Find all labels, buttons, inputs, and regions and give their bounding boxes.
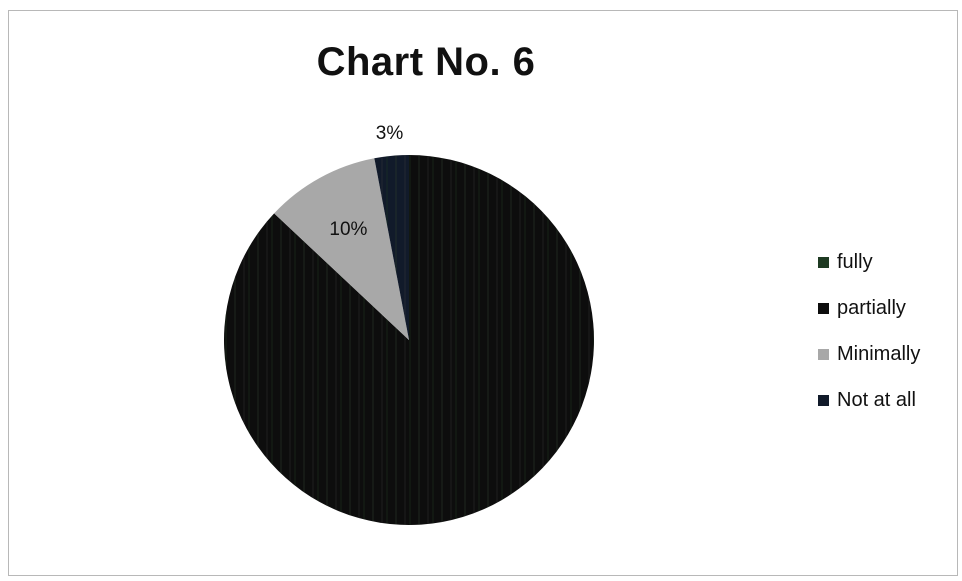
legend-swatch [818, 256, 829, 268]
legend-label: fully [837, 250, 873, 273]
legend-swatch [818, 348, 829, 360]
legend-item-partially: partially [818, 296, 920, 320]
legend: fully partially Minimally Not at all [818, 250, 920, 434]
legend-swatch [818, 302, 829, 314]
data-label-minimally: 10% [329, 219, 367, 240]
legend-item-fully: fully [818, 250, 920, 274]
legend-swatch [818, 394, 829, 406]
data-label-not-at-all: 3% [376, 123, 404, 144]
pie-slice-minimally [274, 158, 409, 340]
chart-title: Chart No. 6 [316, 40, 536, 84]
legend-item-not-at-all: Not at all [818, 388, 920, 412]
legend-item-minimally: Minimally [818, 342, 920, 366]
legend-label: Minimally [837, 342, 921, 365]
legend-label: partially [837, 296, 906, 319]
pie-slice-texture [374, 155, 409, 340]
legend-label: Not at all [837, 388, 916, 411]
